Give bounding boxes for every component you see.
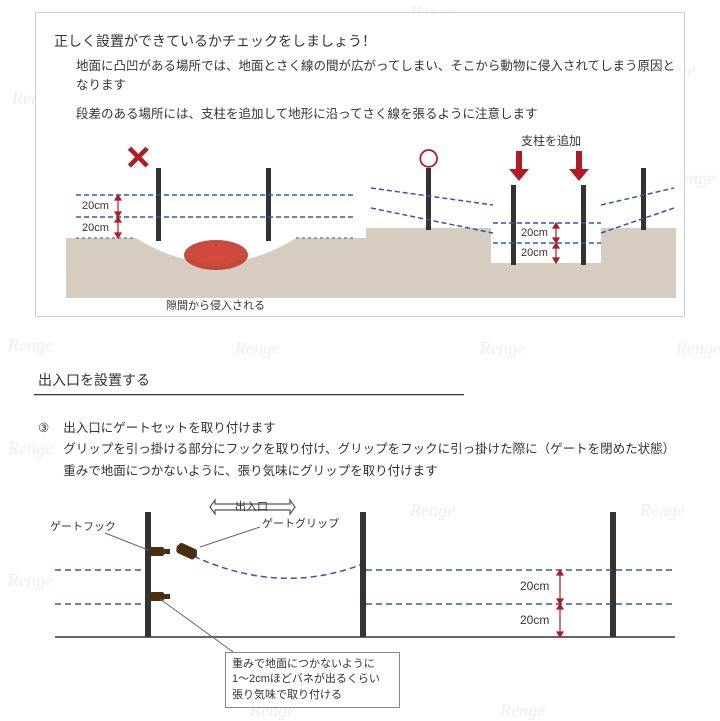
section-rule: [34, 394, 464, 396]
wrong-diagram: 20cm 20cm 隙間から侵入される: [66, 143, 366, 313]
note-box: 重みで地面につかないように1〜2cmほどバネが出るくらい張り気味で取り付ける: [225, 652, 400, 708]
gate-hook-label: ゲートフック: [50, 520, 116, 533]
gate-grip: [174, 541, 199, 560]
step-3: ③ 出入口にゲートセットを取り付けますグリップを引っ掛ける部分にフックを取り付け…: [38, 418, 690, 482]
sec2-gap1: 20cm: [520, 579, 549, 593]
gate-grip-label: ゲートグリップ: [262, 516, 339, 530]
panel-body-1: 地面に凸凹がある場所では、地面とさく線の間が広がってしまい、そこから動物に侵入さ…: [76, 57, 684, 95]
comparison-diagram: × ○: [36, 133, 684, 318]
correct-mark: ○: [416, 133, 441, 181]
step-text: 出入口にゲートセットを取り付けますグリップを引っ掛ける部分にフックを取り付け、グ…: [63, 418, 675, 482]
wrong-gap-1: 20cm: [82, 200, 109, 212]
wrong-mark: ×: [126, 133, 151, 181]
wrong-gap-2: 20cm: [82, 222, 109, 234]
wrong-caption: 隙間から侵入される: [166, 298, 265, 312]
gate-hook-top: [150, 547, 170, 556]
section-gate: 出入口を設置する ③ 出入口にゲートセットを取り付けますグリップを引っ掛ける部分…: [30, 370, 690, 702]
add-pillar-label: 支柱を追加: [521, 133, 581, 148]
section2-heading: 出入口を設置する: [38, 370, 690, 390]
right-gap-1: 20cm: [521, 227, 548, 239]
sec2-gap2: 20cm: [520, 613, 549, 627]
right-gap-2: 20cm: [521, 247, 548, 259]
correct-diagram: 支柱を追加: [366, 133, 676, 313]
gate-hook-bottom: [150, 592, 170, 601]
panel-title: 正しく設置ができているかチェックをしましょう！: [54, 31, 376, 51]
entrance-label: 出入口: [235, 499, 268, 513]
step-number: ③: [38, 418, 49, 482]
check-panel: 正しく設置ができているかチェックをしましょう！ 地面に凸凹がある場所では、地面と…: [35, 12, 685, 317]
panel-body-2: 段差のある場所には、支柱を追加して地形に沿ってさく線を張るように注意します: [76, 105, 538, 124]
